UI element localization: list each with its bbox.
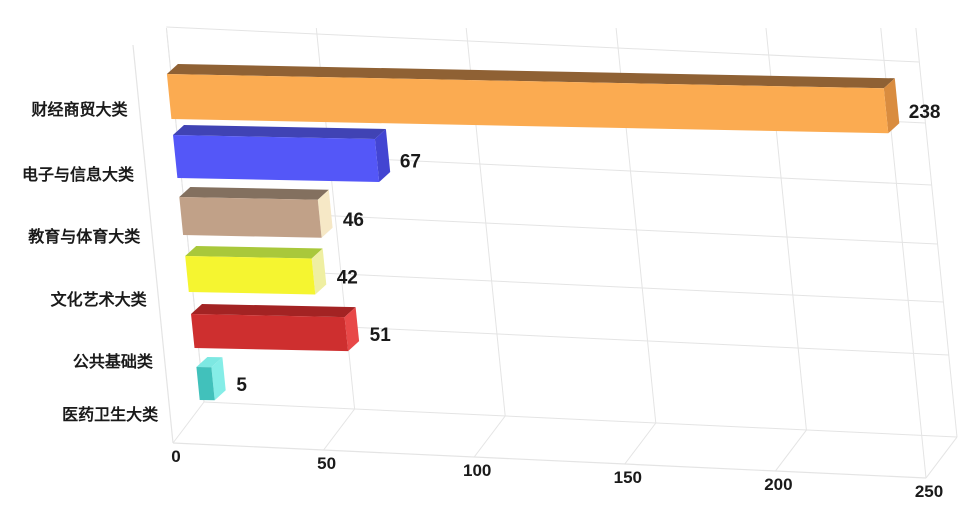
bar-4[interactable]: [191, 304, 360, 352]
bars: [166, 64, 900, 401]
value-label: 238: [909, 102, 941, 123]
bar-0[interactable]: [166, 64, 900, 134]
grid-line: [166, 26, 920, 63]
grid-line: [925, 436, 958, 479]
bar-front-face[interactable]: [191, 314, 349, 352]
category-label: 医药卫生大类: [62, 405, 159, 424]
value-label: 67: [400, 152, 421, 173]
bar-end-face[interactable]: [344, 307, 360, 352]
bar-1[interactable]: [173, 125, 391, 182]
grid-line: [915, 27, 958, 438]
bar-top-face[interactable]: [185, 246, 323, 259]
x-tick-label: 100: [463, 461, 491, 480]
grid-line: [473, 415, 506, 458]
bar-top-face[interactable]: [191, 304, 356, 318]
category-label: 公共基础类: [73, 352, 154, 371]
bar-front-face[interactable]: [166, 74, 889, 134]
x-tick-label: 150: [614, 468, 642, 487]
bar-3[interactable]: [185, 246, 327, 295]
x-tick-label: 50: [317, 454, 336, 473]
value-label: 42: [337, 268, 358, 289]
category-label: 教育与体育大类: [28, 227, 141, 246]
x-tick-label: 200: [764, 475, 792, 494]
bar-5[interactable]: [196, 357, 226, 401]
grid-line: [203, 401, 958, 438]
value-label: 46: [343, 210, 364, 231]
bar-top-face[interactable]: [196, 357, 223, 368]
bar-top-face[interactable]: [173, 125, 386, 139]
bar-end-face[interactable]: [317, 189, 333, 238]
bar-front-face[interactable]: [185, 256, 316, 295]
value-label: 5: [236, 375, 247, 396]
bar-top-face[interactable]: [179, 187, 329, 200]
bar-front-face[interactable]: [173, 135, 380, 182]
category-label: 文化艺术大类: [51, 290, 148, 309]
bar-2[interactable]: [179, 187, 333, 238]
x-tick-label: 0: [171, 447, 180, 466]
grid-line: [323, 408, 355, 451]
bar-end-face[interactable]: [211, 357, 226, 401]
grid-line: [172, 442, 927, 479]
bar-front-face[interactable]: [196, 367, 215, 401]
bar-front-face[interactable]: [179, 197, 322, 238]
category-label: 电子与信息大类: [22, 165, 135, 184]
grid-line: [132, 44, 174, 444]
grid-line: [775, 429, 807, 472]
bar-top-face[interactable]: [166, 64, 895, 89]
grid-line: [172, 401, 205, 444]
x-tick-label: 250: [915, 482, 943, 501]
bar-end-face[interactable]: [311, 248, 327, 295]
bar-end-face[interactable]: [374, 129, 391, 182]
bar-end-face[interactable]: [883, 78, 900, 134]
category-label: 财经商贸大类: [31, 100, 129, 119]
grid-line: [624, 422, 657, 465]
value-label: 51: [370, 325, 392, 346]
